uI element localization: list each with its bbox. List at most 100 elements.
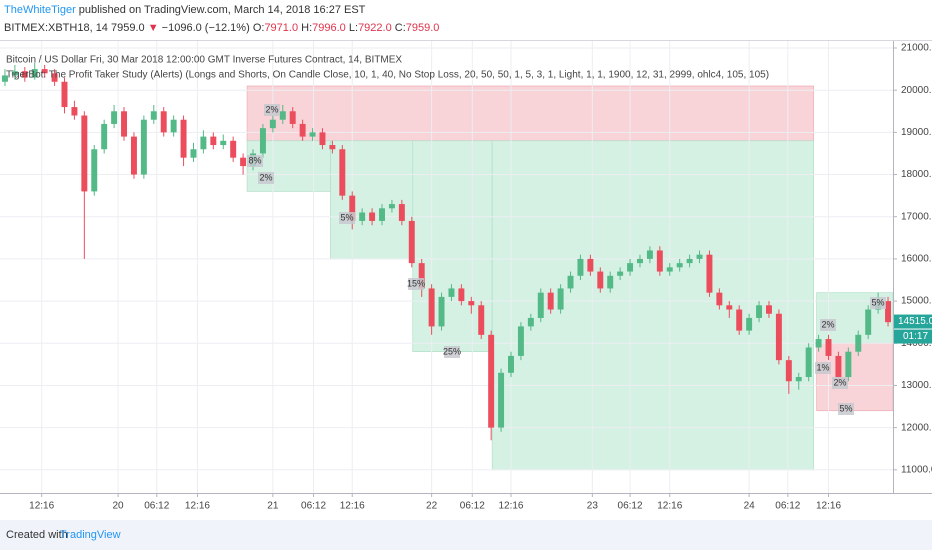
candle-body (71, 107, 78, 116)
candle-body (637, 258, 643, 264)
candle-body (468, 301, 475, 306)
candle-body (111, 111, 118, 124)
chart-title: Bitcoin / US Dollar Fri, 30 Mar 2018 12:… (6, 55, 402, 66)
y-tick-label: 16000.0 (901, 254, 932, 265)
candle-body (666, 267, 673, 272)
candle-body (676, 263, 683, 268)
candle-body (775, 313, 782, 361)
candle-body (81, 115, 88, 192)
candle-body (220, 140, 227, 146)
candle-body (646, 250, 653, 259)
badge-bg (820, 319, 836, 331)
candle-body (587, 258, 594, 272)
footer: Created with TradingView (0, 520, 932, 550)
h: 7996.0 (312, 22, 346, 34)
chart: 11000.012000.013000.014000.015000.016000… (0, 40, 932, 512)
candle-body (160, 111, 167, 133)
candle-body (617, 271, 624, 276)
candle-body (726, 305, 733, 310)
candle-body (200, 136, 207, 150)
symbol-line: BITMEX:XBTH18, 14 7959.0 ▼ −1096.0 (−12.… (4, 22, 439, 34)
candle-body (428, 288, 435, 327)
candle-body (825, 339, 832, 356)
candle-body (805, 347, 812, 378)
candle-body (716, 292, 723, 306)
x-tick-label: 21 (267, 501, 279, 512)
arrow: ▼ (147, 22, 159, 34)
candle-body (865, 309, 872, 335)
candle-body (269, 119, 276, 129)
o-label: O: (252, 22, 265, 34)
x-tick-label: 12:16 (657, 501, 682, 512)
badge-bg (264, 104, 280, 116)
x-tick-label: 06:12 (301, 501, 326, 512)
c: 7959.0 (405, 22, 440, 34)
brand-link[interactable]: TradingView (60, 529, 121, 541)
l: 7922.0 (358, 22, 392, 34)
candle-body (448, 288, 455, 297)
labels: 11000.012000.013000.014000.015000.016000… (29, 43, 932, 512)
x-tick-label: 12:16 (340, 501, 365, 512)
candle-body (765, 305, 772, 314)
countdown-tag (894, 329, 932, 344)
x-tick-label: 12:16 (816, 501, 841, 512)
badge-bg (444, 346, 460, 358)
created-with: Created with (6, 529, 68, 541)
author-link[interactable]: TheWhiteTiger (4, 4, 76, 16)
candle-body (180, 119, 187, 158)
candle-body (517, 326, 524, 356)
candle-body (508, 355, 514, 373)
candle-body (607, 275, 614, 289)
x-tick-label: 12:16 (498, 501, 523, 512)
badge-bg (339, 212, 355, 224)
y-tick-label: 17000.0 (901, 211, 932, 222)
candle-body (319, 132, 326, 146)
candle-body (488, 334, 495, 428)
y-tick-label: 19000.0 (901, 127, 932, 138)
badge-bg (258, 172, 274, 184)
header: TheWhiteTiger published on TradingView.c… (0, 0, 932, 40)
badge-bg (870, 297, 886, 309)
candle-body (21, 71, 28, 78)
publish-line: TheWhiteTiger published on TradingView.c… (4, 4, 365, 16)
candle-body (379, 208, 385, 221)
candle-body (359, 212, 366, 221)
candle-body (686, 258, 693, 264)
candle-body (696, 254, 703, 259)
last-price-tag (894, 314, 932, 329)
candle-body (498, 372, 505, 428)
candle-body (418, 263, 425, 289)
candle-body (756, 305, 763, 318)
countdown: 01:17 (903, 331, 928, 342)
y-tick-label: 12000.0 (901, 422, 932, 433)
candle-body (150, 111, 157, 120)
candle-body (388, 204, 395, 209)
badge: 5% (839, 403, 852, 413)
candle-body (845, 351, 852, 378)
candle-body (170, 119, 177, 133)
candle-body (408, 220, 415, 264)
c-label: C: (394, 22, 406, 34)
y-tick-label: 21000.0 (901, 43, 932, 54)
candle-body (1, 75, 8, 82)
candle-body (527, 317, 534, 327)
h-label: H: (301, 22, 313, 34)
badge: 2% (833, 377, 846, 387)
candle-body (210, 136, 217, 146)
last: 7959.0 (111, 22, 145, 34)
badge: 8% (248, 155, 261, 165)
candle-body (11, 71, 18, 76)
y-tick-label: 11000.0 (901, 464, 932, 475)
candle-body (746, 317, 753, 331)
candle-body (547, 292, 554, 310)
last-price-label: 14515.0 (898, 316, 932, 327)
symbol: BITMEX:XBTH18, 14 (4, 22, 108, 34)
candle-body (458, 288, 465, 302)
candle-body (567, 275, 574, 289)
x-tick-label: 06:12 (618, 501, 643, 512)
zone (246, 85, 814, 142)
badge: 2% (821, 319, 834, 329)
candle-body (61, 81, 68, 108)
badge: 15% (407, 278, 425, 288)
candle-body (329, 145, 336, 150)
